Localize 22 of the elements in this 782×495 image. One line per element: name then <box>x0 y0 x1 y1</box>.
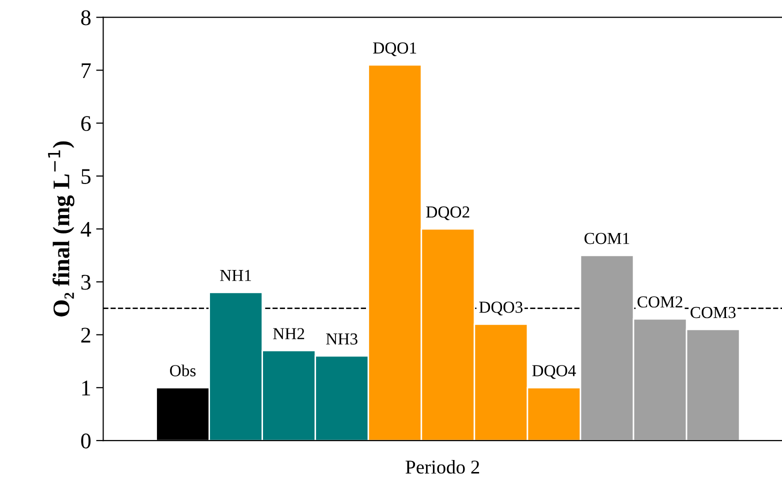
x-tick-label: DQO3 <box>479 302 523 316</box>
x-tick-label: Obs <box>170 364 196 376</box>
y-tick-label: 0 <box>81 433 91 448</box>
y-tick-label: 5 <box>82 169 91 184</box>
y-tick-label: 6 <box>81 116 91 132</box>
y-tick-label: 2 <box>81 328 90 342</box>
x-tick-label: DQO4 <box>532 365 576 379</box>
x-tick-label: DQO1 <box>373 42 416 56</box>
y-tick-label: 1 <box>82 380 90 396</box>
y-tick-label: 4 <box>80 222 92 237</box>
x-tick-label: COM2 <box>638 296 682 308</box>
x-axis-title: Periodo 2 <box>406 460 480 474</box>
x-tick-label: NH2 <box>273 328 304 340</box>
x-tick-label: COM1 <box>584 232 630 244</box>
x-tick-label: NH1 <box>220 270 251 281</box>
y-axis-title: O₂ final (mg L$^{−1}$) <box>48 141 74 316</box>
y-tick-label: 7 <box>82 63 91 78</box>
x-tick-label: NH3 <box>326 333 358 345</box>
x-tick-label: COM3 <box>690 306 736 318</box>
x-tick-label: DQO2 <box>426 206 470 220</box>
y-tick-label: 3 <box>81 274 91 290</box>
y-tick-label: 8 <box>81 10 91 26</box>
